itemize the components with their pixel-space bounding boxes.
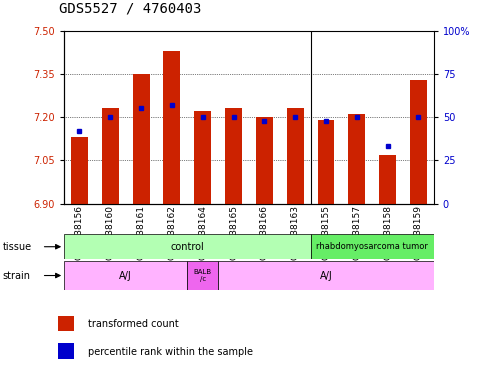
Bar [349, 114, 365, 204]
Text: BALB
/c: BALB /c [194, 269, 212, 282]
Bar [133, 74, 149, 204]
Bar [102, 108, 119, 204]
Text: control: control [171, 242, 204, 252]
Text: strain: strain [2, 270, 31, 281]
Bar [225, 108, 242, 204]
Text: A/J: A/J [119, 270, 132, 281]
Bar [64, 261, 187, 290]
Text: GDS5527 / 4760403: GDS5527 / 4760403 [59, 2, 202, 15]
Bar [410, 79, 427, 204]
Text: tissue: tissue [2, 242, 32, 252]
Bar [287, 108, 304, 204]
Bar [164, 51, 180, 204]
Bar [218, 261, 434, 290]
Text: transformed count: transformed count [88, 319, 178, 329]
Bar [311, 234, 434, 259]
Bar [379, 154, 396, 204]
Bar [71, 137, 88, 204]
Text: A/J: A/J [319, 270, 332, 281]
Text: rhabdomyosarcoma tumor: rhabdomyosarcoma tumor [317, 242, 428, 251]
Bar [58, 343, 73, 359]
Bar [317, 120, 334, 204]
Bar [64, 234, 311, 259]
Bar [187, 261, 218, 290]
Bar [58, 316, 73, 331]
Bar [256, 117, 273, 204]
Bar [194, 111, 211, 204]
Text: percentile rank within the sample: percentile rank within the sample [88, 347, 253, 357]
